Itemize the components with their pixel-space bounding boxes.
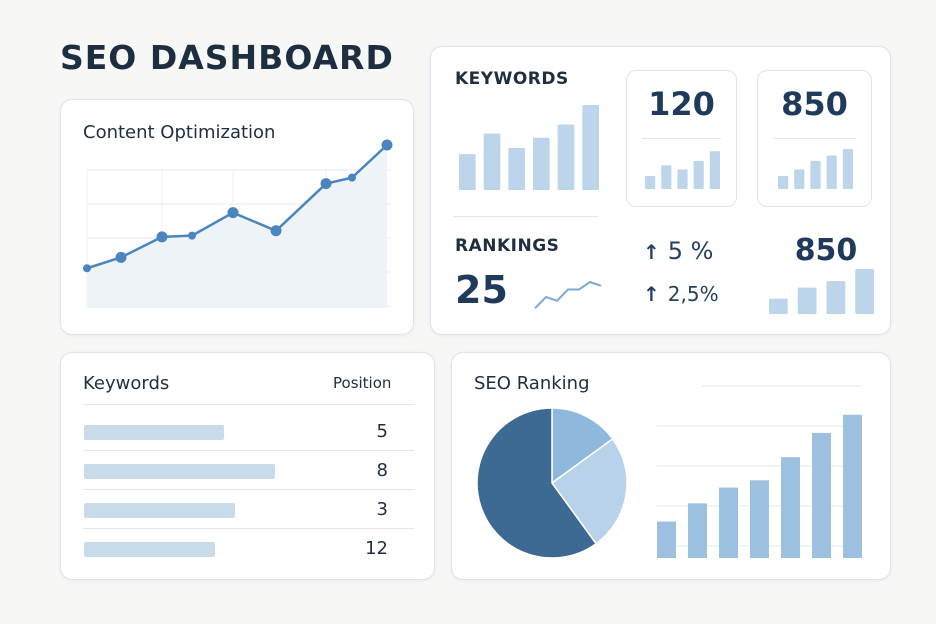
bar [508,148,525,190]
table-row[interactable]: 8 [61,460,434,493]
data-point [83,264,91,273]
bar [812,432,831,558]
bar [719,487,738,558]
keyword-position: 8 [376,460,388,481]
bar [483,133,501,190]
bar [557,124,575,190]
data-point [348,173,356,182]
divider [453,216,598,217]
data-point [270,225,282,237]
divider [83,489,414,490]
rankings-stat-value: 850 [794,233,858,268]
bar [688,503,707,558]
keywords-header: Keywords [83,373,170,394]
seo-ranking-bar-chart [657,385,862,558]
sparkline-path [534,280,602,309]
arrow-up-icon: ↑ [643,240,660,264]
keywords-stat-card-b[interactable]: 850 [757,70,872,207]
arrow-up-icon: ↑ [643,282,660,306]
keywords-table-card: Keywords Position 5 8 3 12 [60,352,435,580]
content-optimization-line-chart [83,139,393,308]
data-point [320,178,332,190]
bar [661,165,672,189]
data-point [381,139,393,151]
pie-slice [551,407,614,485]
data-point [227,207,239,219]
trend-1: ↑ 5 % [643,237,713,265]
rankings-stat-bar-chart [769,269,874,314]
bar [750,480,769,558]
bar [533,137,550,190]
trend-2-value: 2,5% [667,282,719,306]
data-point [156,231,168,243]
bar [778,176,789,189]
keywords-stat-b-bar-chart [778,149,853,189]
data-point [115,251,127,263]
keyword-position: 3 [376,499,388,520]
keywords-stat-a-value: 120 [648,85,715,123]
seo-ranking-pie-chart [476,407,628,559]
keywords-label: KEYWORDS [455,69,569,89]
table-row[interactable]: 5 [61,421,434,454]
divider [83,404,414,405]
bar [645,176,656,189]
bar [855,269,874,314]
keyword-bar [84,542,215,557]
bar [769,298,788,314]
rankings-value: 25 [455,268,508,312]
bar [709,151,720,189]
bar [797,287,817,314]
bar [582,105,599,190]
keywords-stat-a-bar-chart [645,151,720,189]
divider [773,138,856,139]
content-optimization-title: Content Optimization [83,122,276,143]
pie-slice [476,407,598,559]
bar [810,160,821,189]
rankings-sparkline [534,280,602,309]
pie-slice [550,437,628,545]
bar [657,521,676,558]
bar [781,457,800,558]
seo-ranking-card: SEO Ranking [451,352,891,580]
keyword-bar [84,503,235,518]
page-title: SEO DASHBOARD [60,38,394,77]
bar [826,281,846,314]
bar [843,414,862,558]
keywords-stat-card-a[interactable]: 120 [626,70,737,207]
trend-1-value: 5 % [667,237,714,265]
table-row[interactable]: 3 [61,499,434,532]
keyword-bar [84,425,224,440]
keywords-bar-chart [459,105,599,190]
trend-2: ↑ 2,5% [643,282,719,306]
data-point [188,231,196,240]
bar [677,169,688,189]
keyword-position: 12 [365,538,388,559]
keyword-position: 5 [376,421,388,442]
divider [83,450,414,451]
area-fill [87,145,387,308]
keywords-rankings-card: KEYWORDS 120 850 RANKINGS 25 ↑ 5 % ↑ 2,5% … [430,46,891,335]
divider [83,528,414,529]
rankings-label: RANKINGS [455,236,560,256]
content-optimization-card: Content Optimization [60,99,414,335]
bar [459,154,476,190]
keywords-stat-b-value: 850 [781,85,848,123]
seo-ranking-title: SEO Ranking [474,373,590,394]
bar [693,160,704,189]
table-row[interactable]: 12 [61,538,434,571]
bar [826,155,837,189]
divider [642,138,721,139]
keyword-bar [84,464,275,479]
position-header: Position [333,374,392,392]
bar [794,169,805,189]
bar [842,149,853,189]
